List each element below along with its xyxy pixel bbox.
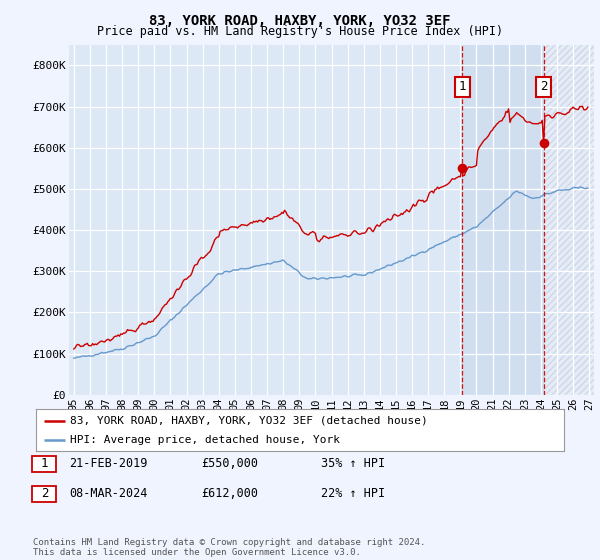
Bar: [544, 45, 597, 395]
Text: 35% ↑ HPI: 35% ↑ HPI: [321, 457, 385, 470]
Text: 1: 1: [41, 457, 48, 470]
Text: 2: 2: [41, 487, 48, 501]
Bar: [462, 45, 544, 395]
Text: 22% ↑ HPI: 22% ↑ HPI: [321, 487, 385, 501]
Bar: [544, 45, 597, 395]
Text: Price paid vs. HM Land Registry's House Price Index (HPI): Price paid vs. HM Land Registry's House …: [97, 25, 503, 38]
Text: 83, YORK ROAD, HAXBY, YORK, YO32 3EF: 83, YORK ROAD, HAXBY, YORK, YO32 3EF: [149, 14, 451, 28]
Text: £612,000: £612,000: [201, 487, 258, 501]
Bar: [544, 45, 597, 395]
Text: 1: 1: [458, 80, 466, 94]
Text: HPI: Average price, detached house, York: HPI: Average price, detached house, York: [70, 435, 340, 445]
Text: 2: 2: [540, 80, 547, 94]
Text: 08-MAR-2024: 08-MAR-2024: [69, 487, 148, 501]
Text: Contains HM Land Registry data © Crown copyright and database right 2024.
This d: Contains HM Land Registry data © Crown c…: [33, 538, 425, 557]
Text: 83, YORK ROAD, HAXBY, YORK, YO32 3EF (detached house): 83, YORK ROAD, HAXBY, YORK, YO32 3EF (de…: [70, 416, 428, 426]
Text: £550,000: £550,000: [201, 457, 258, 470]
Text: 21-FEB-2019: 21-FEB-2019: [69, 457, 148, 470]
